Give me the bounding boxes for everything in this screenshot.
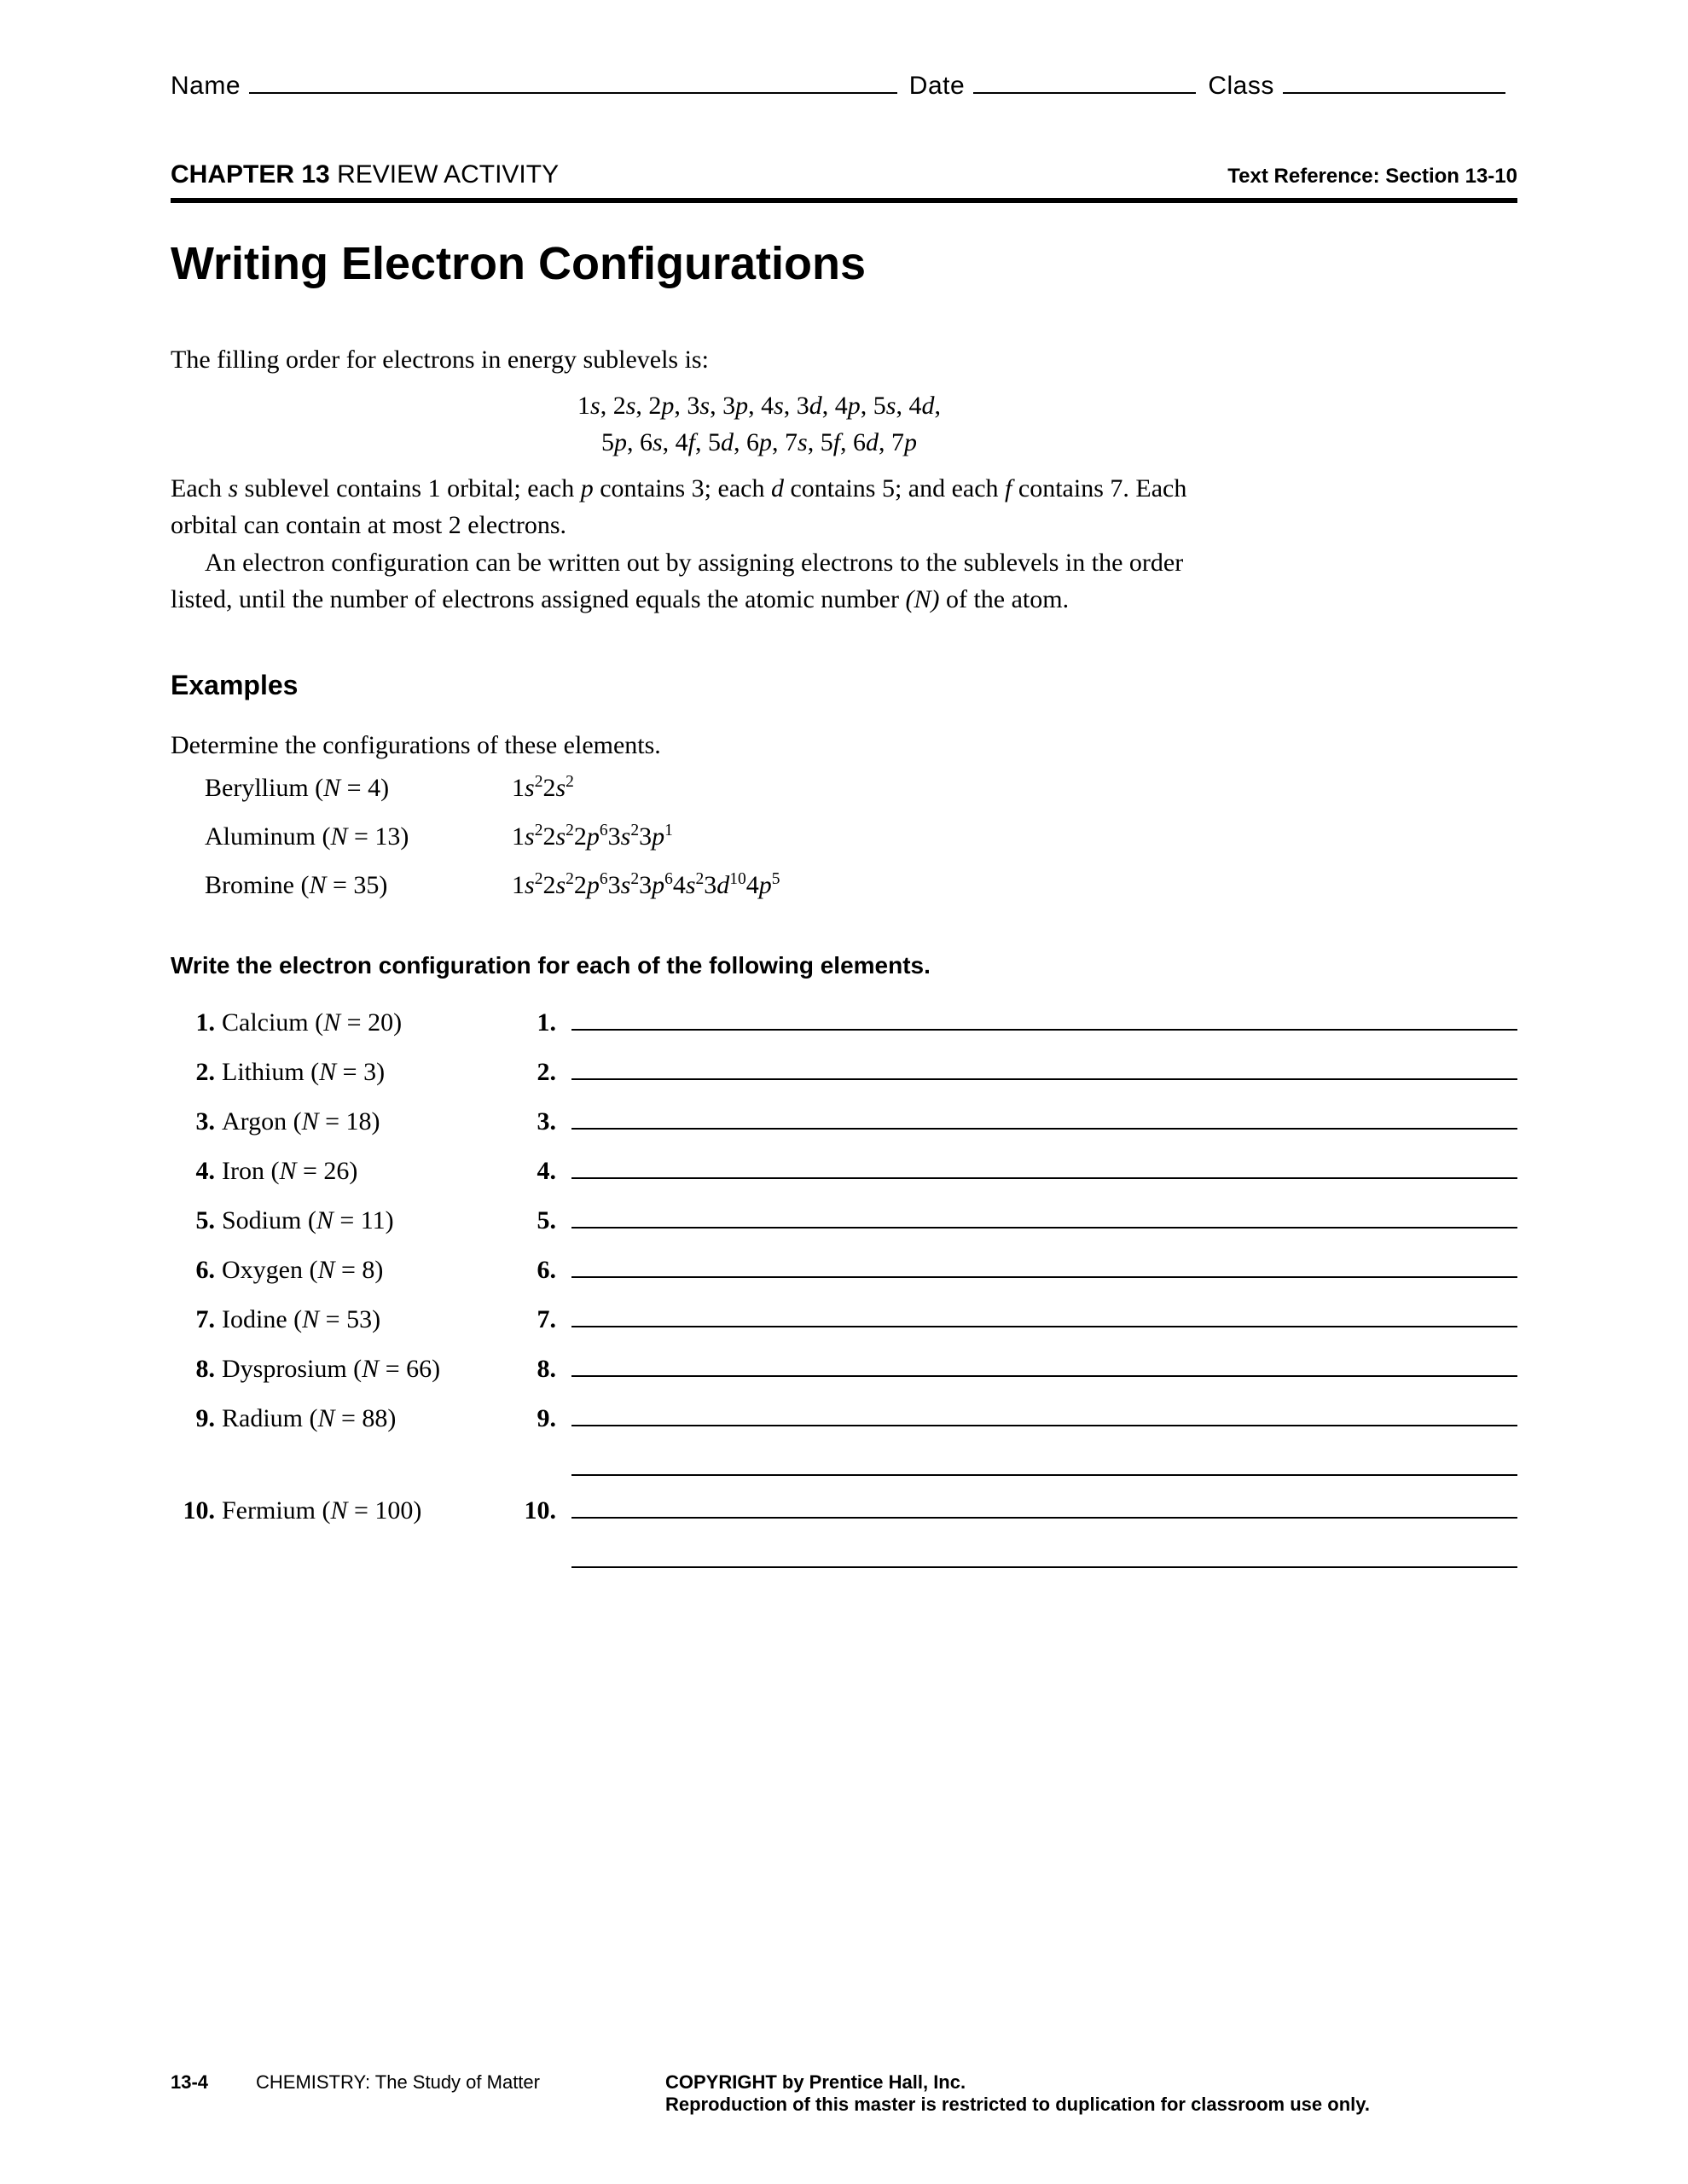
answer-blank[interactable] — [571, 1054, 1517, 1080]
answer-blank[interactable] — [571, 1493, 1517, 1519]
problem-number: 8. — [171, 1355, 222, 1384]
problem-row: 7.Iodine (N = 53)7. — [171, 1302, 1517, 1334]
problem-row: 4.Iron (N = 26)4. — [171, 1153, 1517, 1186]
example-config: 1s22s22p63s23p1 — [512, 812, 673, 861]
answer-blank[interactable] — [571, 1153, 1517, 1179]
example-element: Aluminum (N = 13) — [205, 812, 512, 861]
answer-number: 5. — [512, 1206, 563, 1235]
answer-blank[interactable] — [571, 1450, 1517, 1476]
problem-row: 10.Fermium (N = 100)10. — [171, 1493, 1517, 1525]
answer-blank[interactable] — [571, 1401, 1517, 1426]
answer-number: 4. — [512, 1157, 563, 1186]
intro-para3: An electron configuration can be written… — [171, 544, 1194, 619]
header-row: Name Date Class — [171, 68, 1517, 101]
heavy-rule — [171, 198, 1517, 203]
problem-row: 8.Dysprosium (N = 66)8. — [171, 1351, 1517, 1384]
intro-para2: Each s sublevel contains 1 orbital; each… — [171, 470, 1194, 544]
answer-blank[interactable] — [571, 1203, 1517, 1228]
example-element: Beryllium (N = 4) — [205, 764, 512, 812]
answer-number: 2. — [512, 1058, 563, 1087]
answer-number: 3. — [512, 1107, 563, 1136]
problem-element: Dysprosium (N = 66) — [222, 1355, 512, 1384]
answer-number: 10. — [512, 1496, 563, 1525]
problem-number: 6. — [171, 1256, 222, 1285]
copyright: COPYRIGHT by Prentice Hall, Inc. Reprodu… — [665, 2071, 1370, 2116]
copyright-line2: Reproduction of this master is restricte… — [665, 2094, 1370, 2116]
answer-number: 9. — [512, 1404, 563, 1433]
answer-blank[interactable] — [571, 1005, 1517, 1031]
class-blank[interactable] — [1283, 68, 1505, 94]
answer-blank[interactable] — [571, 1542, 1517, 1568]
copyright-line1: COPYRIGHT by Prentice Hall, Inc. — [665, 2071, 1370, 2094]
problem-element: Fermium (N = 100) — [222, 1496, 512, 1525]
answer-number: 8. — [512, 1355, 563, 1384]
problem-row: 3.Argon (N = 18)3. — [171, 1104, 1517, 1136]
problem-number: 7. — [171, 1305, 222, 1334]
problem-number: 9. — [171, 1404, 222, 1433]
problem-element: Oxygen (N = 8) — [222, 1256, 512, 1285]
page-number: 13-4 — [171, 2071, 256, 2116]
problem-number: 4. — [171, 1157, 222, 1186]
answer-blank[interactable] — [571, 1351, 1517, 1377]
chapter-number: CHAPTER 13 — [171, 160, 330, 189]
date-blank[interactable] — [973, 68, 1196, 94]
filling-order-line1: 1s, 2s, 2p, 3s, 3p, 4s, 3d, 4p, 5s, 4d, — [375, 387, 1143, 425]
problem-row: 6.Oxygen (N = 8)6. — [171, 1252, 1517, 1285]
example-row: Beryllium (N = 4)1s22s2 — [205, 764, 1517, 812]
chapter-row: CHAPTER 13 REVIEW ACTIVITY Text Referenc… — [171, 160, 1517, 189]
answer-blank[interactable] — [571, 1302, 1517, 1327]
answer-number: 6. — [512, 1256, 563, 1285]
examples-lead: Determine the configurations of these el… — [171, 727, 1194, 764]
book-title: CHEMISTRY: The Study of Matter — [256, 2071, 665, 2116]
chapter-left: CHAPTER 13 REVIEW ACTIVITY — [171, 160, 559, 189]
problem-element: Sodium (N = 11) — [222, 1206, 512, 1235]
class-label: Class — [1208, 72, 1274, 101]
examples-heading: Examples — [171, 670, 1517, 701]
name-label: Name — [171, 72, 241, 101]
example-row: Bromine (N = 35)1s22s22p63s23p64s23d104p… — [205, 861, 1517, 909]
footer: 13-4 CHEMISTRY: The Study of Matter COPY… — [171, 2071, 1517, 2116]
problem-number: 5. — [171, 1206, 222, 1235]
problem-element: Iodine (N = 53) — [222, 1305, 512, 1334]
example-config: 1s22s2 — [512, 764, 574, 812]
problem-element: Radium (N = 88) — [222, 1404, 512, 1433]
answer-blank-extra — [171, 1542, 1517, 1568]
problem-number: 1. — [171, 1008, 222, 1037]
example-row: Aluminum (N = 13)1s22s22p63s23p1 — [205, 812, 1517, 861]
activity-label: REVIEW ACTIVITY — [337, 160, 559, 189]
text-reference: Text Reference: Section 13-10 — [1227, 165, 1517, 189]
worksheet-page: Name Date Class CHAPTER 13 REVIEW ACTIVI… — [0, 0, 1688, 2184]
examples-table: Beryllium (N = 4)1s22s2Aluminum (N = 13)… — [205, 764, 1517, 909]
problem-element: Lithium (N = 3) — [222, 1058, 512, 1087]
problem-element: Iron (N = 26) — [222, 1157, 512, 1186]
example-config: 1s22s22p63s23p64s23d104p5 — [512, 861, 780, 909]
filling-order-line2: 5p, 6s, 4f, 5d, 6p, 7s, 5f, 6d, 7p — [375, 424, 1143, 462]
problem-element: Calcium (N = 20) — [222, 1008, 512, 1037]
answer-blank-extra — [171, 1450, 1517, 1476]
problem-row: 9.Radium (N = 88)9. — [171, 1401, 1517, 1433]
answer-number: 7. — [512, 1305, 563, 1334]
intro-line1: The filling order for electrons in energ… — [171, 341, 1194, 379]
problem-row: 1.Calcium (N = 20)1. — [171, 1005, 1517, 1037]
problem-element: Argon (N = 18) — [222, 1107, 512, 1136]
problem-row: 5.Sodium (N = 11)5. — [171, 1203, 1517, 1235]
date-label: Date — [909, 72, 965, 101]
instruction: Write the electron configuration for eac… — [171, 952, 1517, 979]
problem-number: 10. — [171, 1496, 222, 1525]
problems-list: 1.Calcium (N = 20)1. 2.Lithium (N = 3)2. 3… — [171, 1005, 1517, 1568]
example-element: Bromine (N = 35) — [205, 861, 512, 909]
answer-blank[interactable] — [571, 1104, 1517, 1130]
answer-blank[interactable] — [571, 1252, 1517, 1278]
problem-number: 3. — [171, 1107, 222, 1136]
page-title: Writing Electron Configurations — [171, 237, 1517, 290]
problem-number: 2. — [171, 1058, 222, 1087]
answer-number: 1. — [512, 1008, 563, 1037]
name-blank[interactable] — [249, 68, 897, 94]
problem-row: 2.Lithium (N = 3)2. — [171, 1054, 1517, 1087]
filling-order: 1s, 2s, 2p, 3s, 3p, 4s, 3d, 4p, 5s, 4d, … — [375, 387, 1143, 462]
